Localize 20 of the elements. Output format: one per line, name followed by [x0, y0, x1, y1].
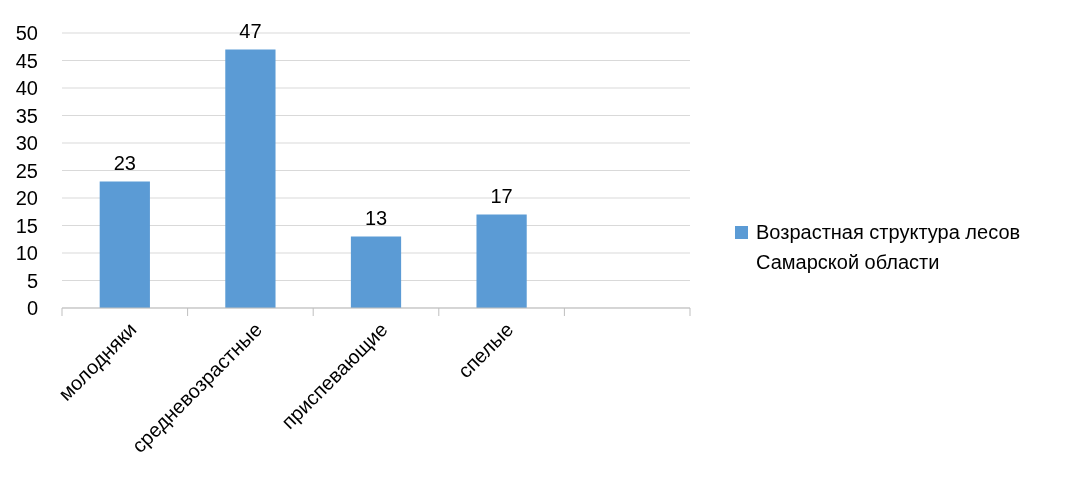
y-tick-label: 25 — [15, 159, 38, 182]
bar — [99, 181, 150, 308]
bar — [476, 214, 527, 308]
legend-label: Возрастная структура лесов Самарской области — [756, 221, 1021, 273]
y-tick-label: 45 — [15, 49, 38, 72]
y-tick-label: 40 — [15, 77, 38, 99]
bar — [225, 49, 276, 308]
y-tick-label: 20 — [15, 187, 38, 209]
y-tick-label: 0 — [26, 297, 38, 319]
y-tick-label: 50 — [15, 22, 38, 44]
y-tick-label: 15 — [15, 214, 38, 237]
data-label: 47 — [239, 19, 262, 42]
y-tick-label: 5 — [26, 269, 38, 292]
y-tick-label: 10 — [15, 242, 38, 264]
y-tick-label: 30 — [15, 132, 38, 154]
y-tick-label: 35 — [15, 104, 38, 127]
data-label: 13 — [364, 206, 388, 229]
data-label: 23 — [113, 151, 136, 174]
bar — [350, 236, 402, 308]
data-label: 17 — [490, 184, 513, 207]
